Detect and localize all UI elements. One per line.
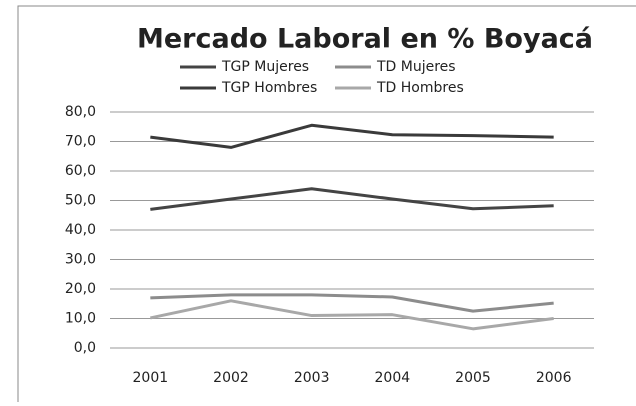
- x-tick-label: 2001: [133, 370, 169, 386]
- y-tick-label: 30,0: [65, 252, 96, 268]
- y-tick-label: 60,0: [65, 163, 96, 179]
- x-tick-label: 2003: [294, 370, 330, 386]
- y-tick-label: 50,0: [65, 193, 96, 209]
- y-tick-label: 10,0: [65, 311, 96, 327]
- legend-label: TD Mujeres: [376, 59, 456, 75]
- y-tick-label: 20,0: [65, 281, 96, 297]
- series-line: [150, 187, 554, 211]
- series-line: [150, 299, 554, 331]
- y-tick-label: 80,0: [65, 104, 96, 120]
- x-tick-label: 2002: [213, 370, 249, 386]
- x-tick-label: 2005: [455, 370, 491, 386]
- chart-frame: [17, 5, 636, 406]
- legend-label: TD Hombres: [376, 80, 464, 96]
- chart-title: Mercado Laboral en % Boyacá: [137, 24, 593, 55]
- x-tick-label: 2006: [536, 370, 572, 386]
- legend-label: TGP Mujeres: [221, 59, 309, 75]
- y-tick-label: 0,0: [74, 340, 96, 356]
- y-tick-label: 70,0: [65, 134, 96, 150]
- x-tick-label: 2004: [375, 370, 411, 386]
- legend-label: TGP Hombres: [221, 80, 317, 96]
- series-line: [150, 293, 554, 313]
- y-tick-label: 40,0: [65, 222, 96, 238]
- series-line: [150, 123, 554, 149]
